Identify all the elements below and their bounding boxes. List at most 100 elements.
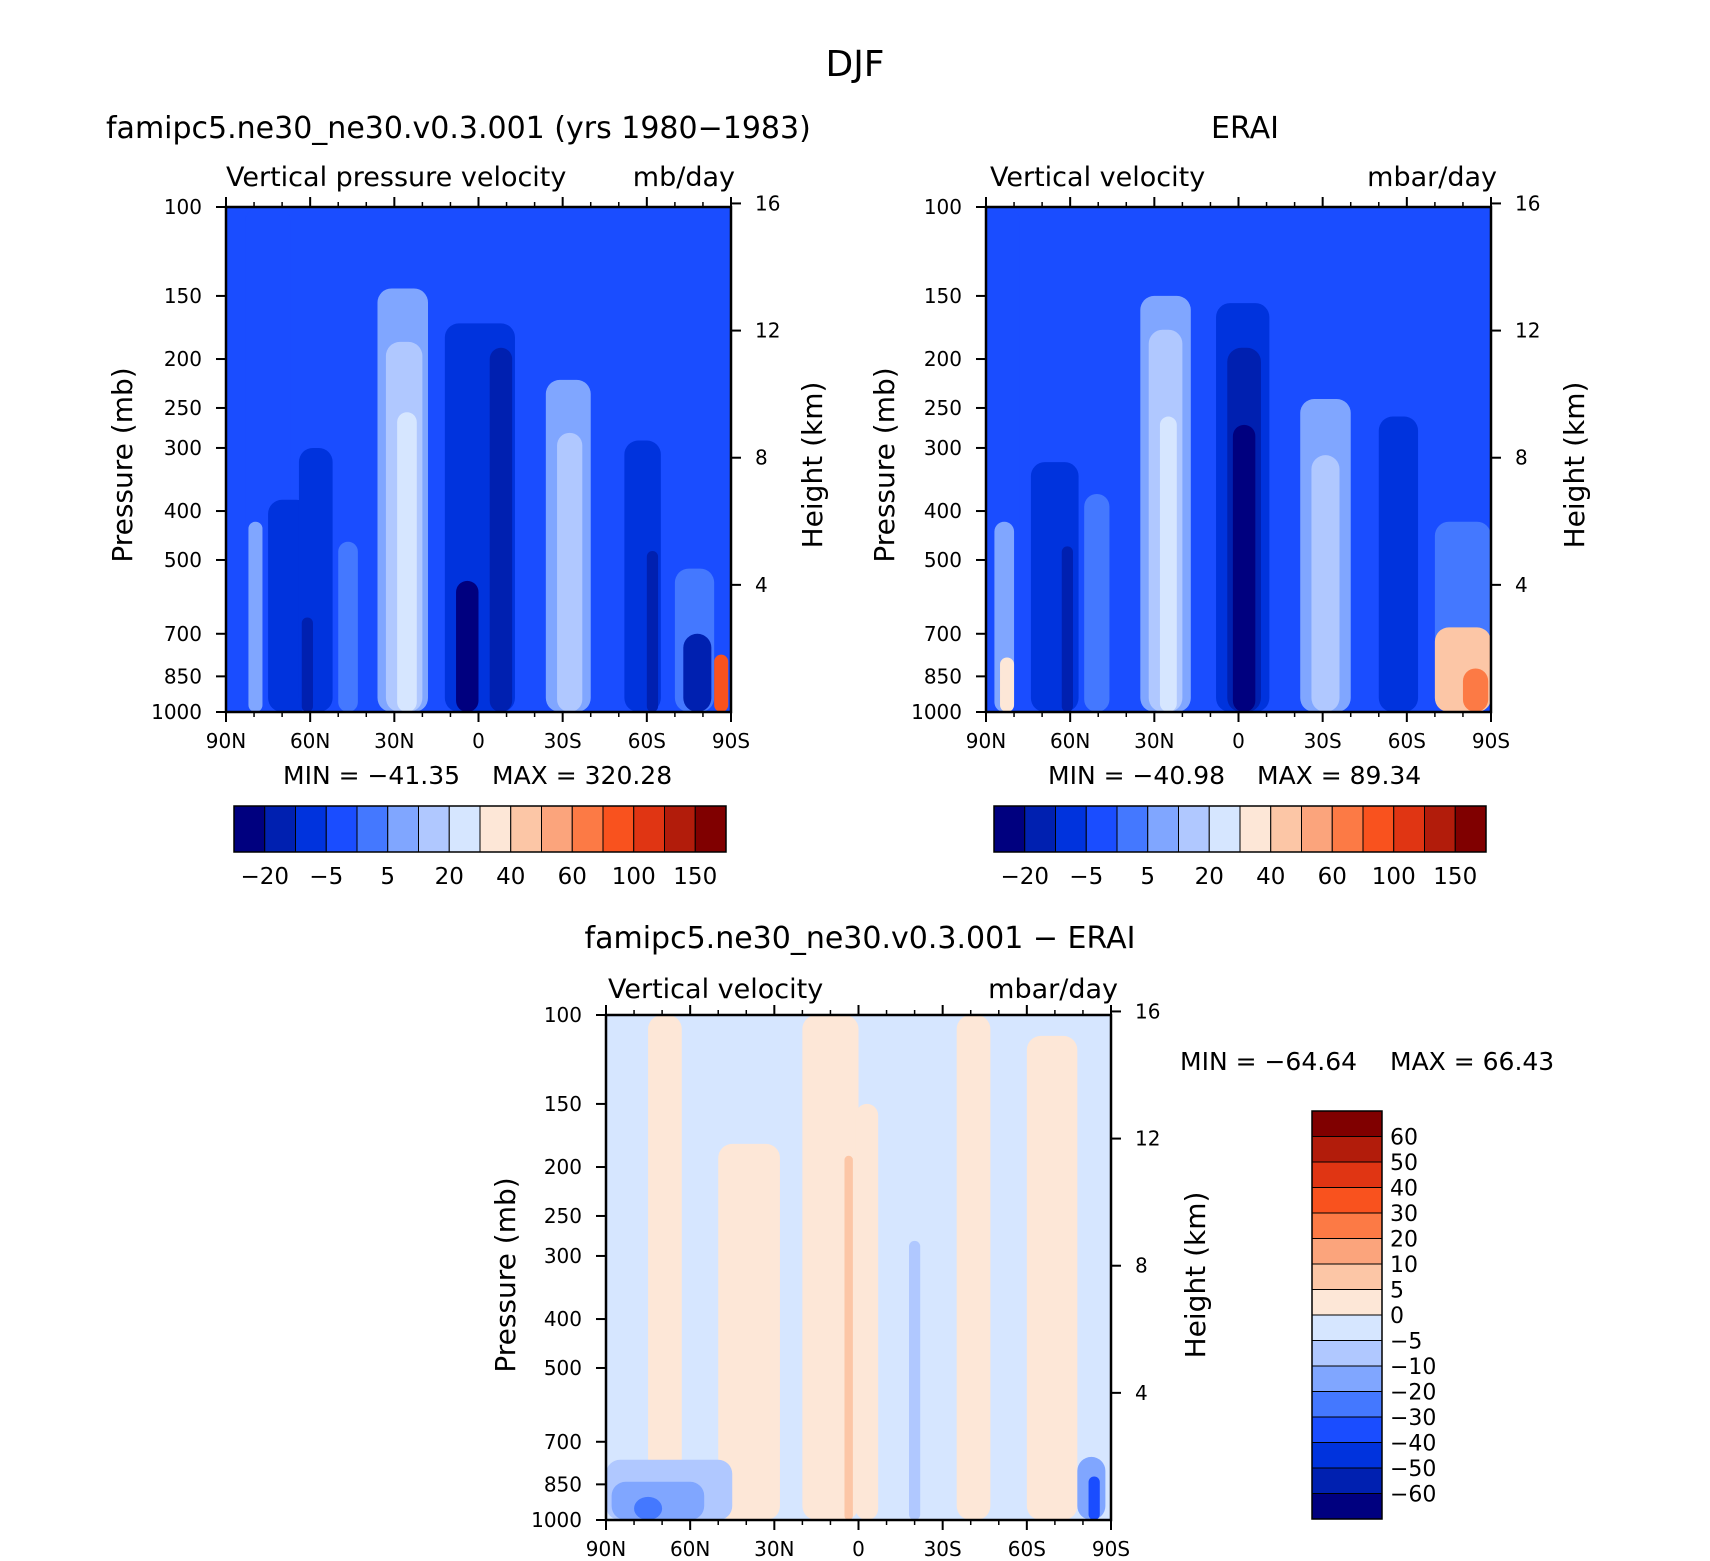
- contour-band: [1232, 424, 1256, 712]
- contour-band: [844, 1155, 853, 1520]
- x-tick-label: 30N: [754, 1537, 794, 1561]
- y-tick-label: 150: [924, 284, 962, 308]
- colorbar-label: 20: [1195, 864, 1224, 890]
- colorbar-swatch: [1424, 805, 1456, 853]
- colorbar-label: 100: [1372, 864, 1416, 890]
- x-tick-label: 30S: [1304, 729, 1342, 753]
- colorbar-swatch: [1311, 1238, 1383, 1265]
- contour-plot: 90N 60N 30N 0 30S 60S 90S 100 150 200 250 300 400 500…: [531, 999, 1160, 1561]
- colorbar-swatch: [1147, 805, 1179, 853]
- y-tick-label: 700: [924, 622, 962, 646]
- colorbar-label: −20: [1390, 1381, 1436, 1406]
- colorbar-swatch: [233, 805, 266, 853]
- colorbar-label: 40: [1256, 864, 1285, 890]
- colorbar-label: −20: [1000, 864, 1049, 890]
- x-tick-label: 90N: [206, 729, 246, 753]
- colorbar-label: −20: [240, 864, 289, 890]
- x-tick-label: 90N: [586, 1537, 626, 1561]
- colorbar-label: −40: [1390, 1432, 1436, 1457]
- colorbar-swatch: [633, 805, 665, 853]
- colorbar-label: 0: [1390, 1304, 1404, 1329]
- colorbar-swatch: [1311, 1467, 1383, 1494]
- colorbar-label: 20: [1390, 1228, 1418, 1253]
- colorbar-label: 40: [1390, 1177, 1418, 1202]
- y-tick-label: 250: [544, 1204, 582, 1228]
- y-tick-label: 500: [924, 548, 962, 572]
- y-tick-label: 150: [544, 1092, 582, 1116]
- colorbar-swatch: [1311, 1340, 1383, 1367]
- y2-tick-label: 8: [755, 446, 768, 470]
- contour-band: [456, 580, 479, 712]
- units-label: mbar/day: [988, 974, 1118, 1005]
- x-tick-label: 60N: [1050, 729, 1090, 753]
- panel-difference: famipc5.ne30_ne30.v0.3.001 − ERAI Vertic…: [489, 921, 1554, 1561]
- colorbar-swatch: [1311, 1289, 1383, 1316]
- y-tick-label: 850: [924, 664, 962, 688]
- units-label: mbar/day: [1367, 162, 1497, 193]
- contour-band: [248, 521, 263, 712]
- y2-tick-label: 16: [1515, 191, 1540, 215]
- y-tick-label: 250: [164, 396, 202, 420]
- colorbar-swatch: [1311, 1263, 1383, 1290]
- contour-band: [855, 1103, 879, 1520]
- y-tick-label: 500: [164, 548, 202, 572]
- variable-label: Vertical velocity: [608, 974, 823, 1005]
- y2-tick-label: 8: [1135, 1254, 1148, 1278]
- colorbar-swatch: [1311, 1416, 1383, 1443]
- colorbar-swatch: [479, 805, 512, 853]
- y2-tick-label: 12: [1135, 1127, 1160, 1151]
- panel-model: famipc5.ne30_ne30.v0.3.001 (yrs 1980−198…: [106, 111, 829, 890]
- colorbar-label: 5: [1390, 1279, 1404, 1304]
- contour-band: [489, 347, 513, 712]
- y-axis-label: Pressure (mb): [489, 1177, 522, 1372]
- x-tick-label: 0: [852, 1537, 865, 1561]
- colorbar-label: −60: [1390, 1483, 1436, 1508]
- page-title: DJF: [825, 44, 884, 85]
- colorbar-label: 30: [1390, 1202, 1418, 1227]
- colorbar-swatch: [1270, 805, 1302, 853]
- y2-axis-label: Height (km): [1179, 1192, 1212, 1359]
- contour-band: [557, 432, 583, 712]
- contour-band: [1088, 1476, 1100, 1520]
- x-tick-label: 90S: [712, 729, 750, 753]
- y-tick-label: 200: [544, 1155, 582, 1179]
- contour-band: [301, 617, 313, 712]
- colorbar-swatch: [325, 805, 358, 853]
- y-tick-label: 850: [544, 1472, 582, 1496]
- colorbar-swatch: [1239, 805, 1272, 853]
- y-tick-label: 1000: [911, 700, 962, 724]
- colorbar-label: 5: [380, 864, 395, 890]
- y2-axis-label: Height (km): [1558, 382, 1591, 549]
- y-axis-label: Pressure (mb): [868, 367, 901, 562]
- units-label: mb/day: [633, 162, 735, 193]
- contour-band: [683, 633, 712, 712]
- colorbar-swatch: [694, 805, 727, 853]
- max-label: MAX = 89.34: [1257, 761, 1421, 790]
- variable-label: Vertical pressure velocity: [226, 162, 566, 193]
- colorbar-label: 100: [612, 864, 656, 890]
- contour-band: [909, 1240, 921, 1520]
- colorbar-label: 150: [1433, 864, 1477, 890]
- variable-label: Vertical velocity: [990, 162, 1205, 193]
- colorbar-swatch: [1311, 1314, 1383, 1341]
- x-tick-label: 60S: [1008, 1537, 1046, 1561]
- colorbar-swatch: [993, 805, 1026, 853]
- y-tick-label: 300: [164, 436, 202, 460]
- colorbar-swatch: [1362, 805, 1395, 853]
- colorbar-swatch: [1024, 805, 1056, 853]
- x-tick-label: 30S: [924, 1537, 962, 1561]
- colorbar-swatch: [1055, 805, 1087, 853]
- colorbar-label: 40: [496, 864, 525, 890]
- colorbar-swatch: [295, 805, 327, 853]
- colorbar-label: −5: [1390, 1330, 1422, 1355]
- x-tick-label: 60S: [628, 729, 666, 753]
- y2-tick-label: 8: [1515, 446, 1528, 470]
- y-tick-label: 700: [164, 622, 202, 646]
- y2-axis-label: Height (km): [796, 382, 829, 549]
- colorbar-frame: [993, 805, 1487, 853]
- contour-band: [397, 412, 417, 712]
- colorbar-swatch: [1311, 1442, 1383, 1469]
- colorbar-swatch: [448, 805, 481, 853]
- x-tick-label: 30S: [544, 729, 582, 753]
- colorbar-swatch: [602, 805, 635, 853]
